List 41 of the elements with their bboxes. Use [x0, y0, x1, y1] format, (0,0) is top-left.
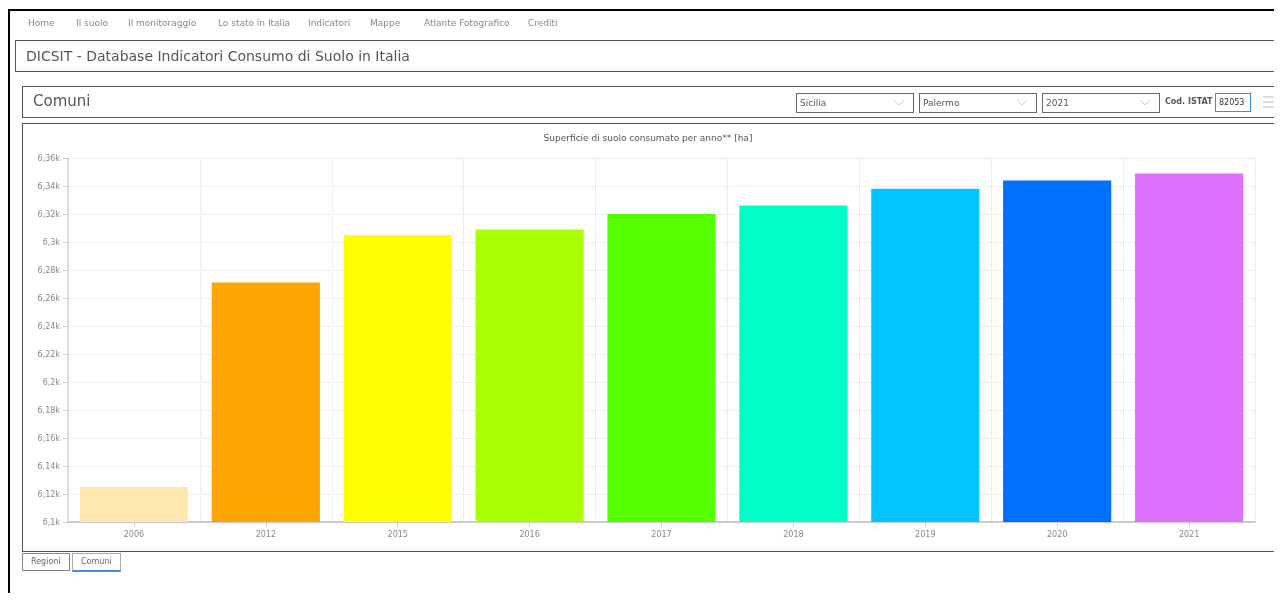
y-tick-label: 6,32k [37, 209, 61, 219]
text: Atlante Fotografico [424, 18, 510, 28]
x-tick-label: 2006 [123, 529, 145, 539]
y-tick-label: 6,12k [37, 489, 61, 499]
y-tick-label: 6,3k [42, 237, 61, 247]
text: DICSIT - Database Indicatori Consumo di Suolo in Italia [25, 47, 411, 66]
text: 2021 [1042, 93, 1160, 113]
text: Cod. ISTAT [1165, 97, 1213, 106]
x-tick-label: 2018 [783, 529, 804, 539]
y-tick-label: 6,36k [37, 153, 61, 163]
y-tick-label: 6,24k [37, 321, 61, 331]
x-tick-label: 2021 [1178, 529, 1200, 539]
x-tick-label: 2012 [255, 529, 277, 539]
text: Sicilia [796, 93, 914, 113]
chart-title: Superficie di suolo consumato per anno** [ha] [543, 132, 753, 143]
text: Indicatori [308, 18, 351, 28]
y-tick-label: 6,18k [37, 405, 61, 415]
y-tick-label: 6,28k [37, 265, 61, 275]
x-tick-label: 2017 [651, 529, 672, 539]
x-tick-label: 2016 [519, 529, 540, 539]
x-tick-label: 2019 [915, 529, 936, 539]
text: Comuni [33, 92, 91, 110]
text: Il suolo [76, 18, 108, 28]
y-tick-label: 6,16k [37, 433, 61, 443]
text: Comuni [72, 553, 121, 572]
text: Lo stato in Italia [218, 18, 291, 28]
text: Home [28, 18, 55, 28]
y-tick-label: 6,26k [37, 293, 61, 303]
x-tick-label: 2020 [1046, 529, 1068, 539]
text: Crediti [528, 18, 558, 28]
y-tick-label: 6,34k [37, 181, 61, 191]
x-tick-label: 2015 [387, 529, 408, 539]
y-tick-label: 6,2k [42, 377, 61, 387]
text: 82053 [1215, 93, 1251, 112]
text: Il monitoraggio [128, 18, 197, 28]
text: Palermo [919, 93, 1037, 113]
y-tick-label: 6,22k [37, 349, 61, 359]
text: Mappe [370, 18, 401, 28]
y-tick-label: 6,1k [42, 517, 61, 527]
text: Regioni [22, 553, 70, 571]
y-tick-label: 6,14k [37, 461, 61, 471]
